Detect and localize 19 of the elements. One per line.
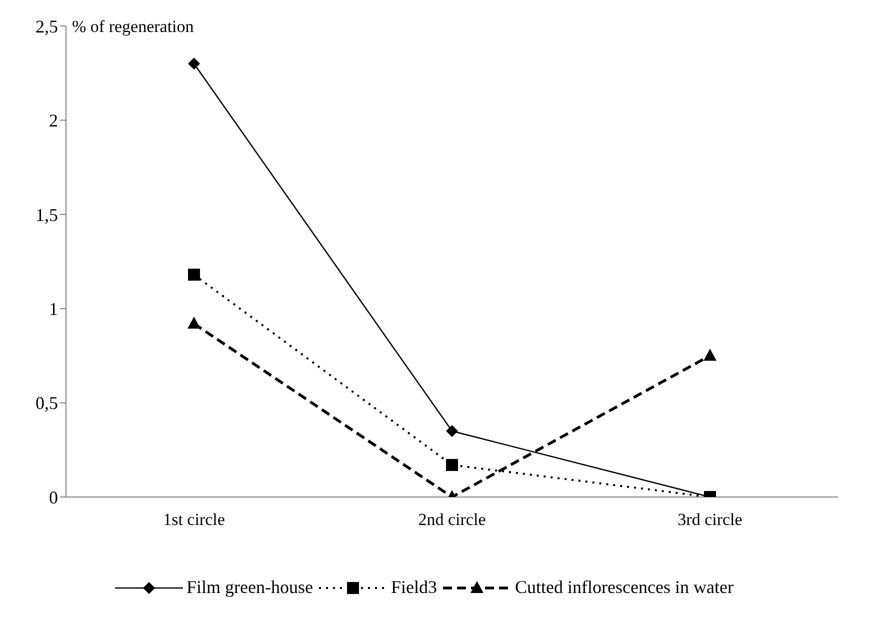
point [188,58,200,70]
legend-label: Cutted inflorescences in water [515,577,734,598]
point [188,316,200,329]
y-tick-label: 2,5 [36,16,58,36]
y-tick-label: 0,5 [36,393,58,414]
x-tick-label: 2nd circle [418,510,486,530]
x-tick-label: 3rd circle [678,510,742,530]
y-tick-label: 1,5 [36,204,58,225]
legend-label: Film green-house [186,577,314,598]
point [446,425,458,438]
x-tick-label: 1st circle [163,510,225,530]
point [188,268,200,281]
y-tick-label: 2 [49,110,58,131]
point [446,458,458,471]
y-axis-title: % of regeneration [72,17,194,36]
y-tick-label: 1 [49,298,58,319]
point [704,348,716,361]
y-tick-label: 0 [49,487,58,508]
legend-label: Field3 [391,577,438,598]
